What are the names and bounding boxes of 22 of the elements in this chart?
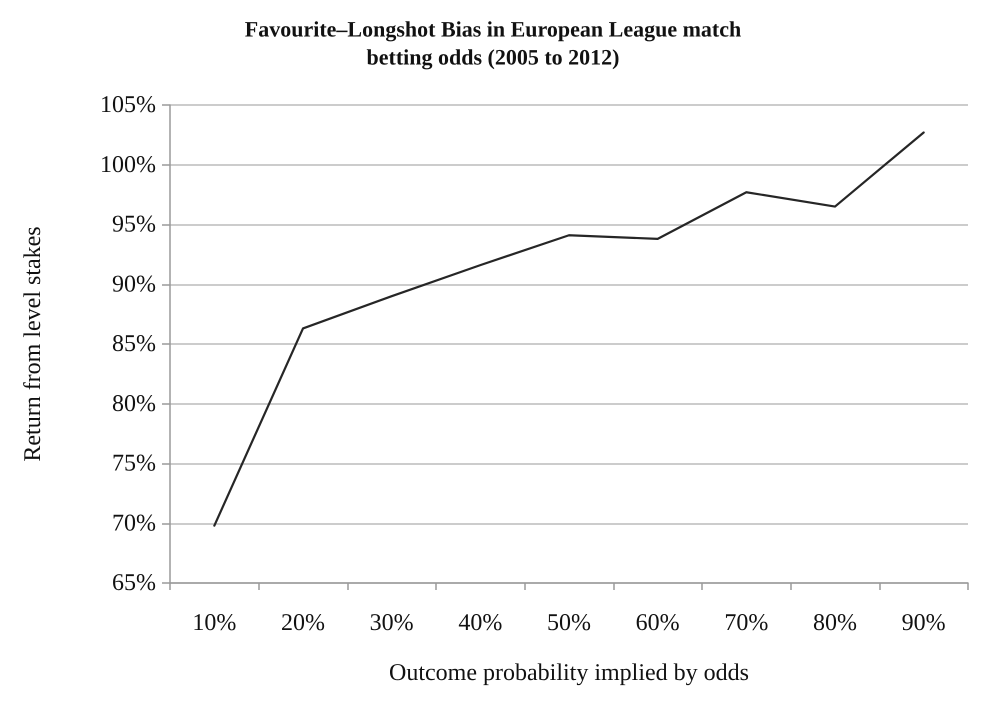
x-tick-label: 80%	[813, 610, 857, 636]
y-tick-label: 95%	[112, 212, 156, 238]
x-tick-label: 70%	[724, 610, 768, 636]
chart-title: Favourite–Longshot Bias in European League match betting odds (2005 to 2012)	[244, 16, 742, 70]
x-tick-label: 60%	[636, 610, 680, 636]
y-tick-label: 70%	[112, 510, 156, 536]
x-tick-label: 90%	[902, 610, 946, 636]
y-tick-label: 90%	[112, 271, 156, 298]
y-axis-title: Return from level stakes	[20, 226, 46, 462]
y-tick-label: 85%	[112, 331, 156, 357]
y-tick-label: 100%	[100, 152, 156, 178]
x-tick-label: 20%	[281, 610, 325, 636]
x-tick-label: 40%	[458, 610, 502, 636]
y-tick-label: 105%	[100, 92, 156, 118]
line-series	[213, 131, 925, 527]
x-axis-title: Outcome probability implied by odds	[389, 660, 749, 686]
y-tick-label: 65%	[112, 570, 156, 596]
x-tick-label: 30%	[370, 610, 414, 636]
x-tick-label: 50%	[547, 610, 591, 636]
y-tick-label: 80%	[112, 390, 156, 417]
x-tick-label: 10%	[192, 610, 236, 636]
y-tick-label: 75%	[112, 450, 156, 476]
